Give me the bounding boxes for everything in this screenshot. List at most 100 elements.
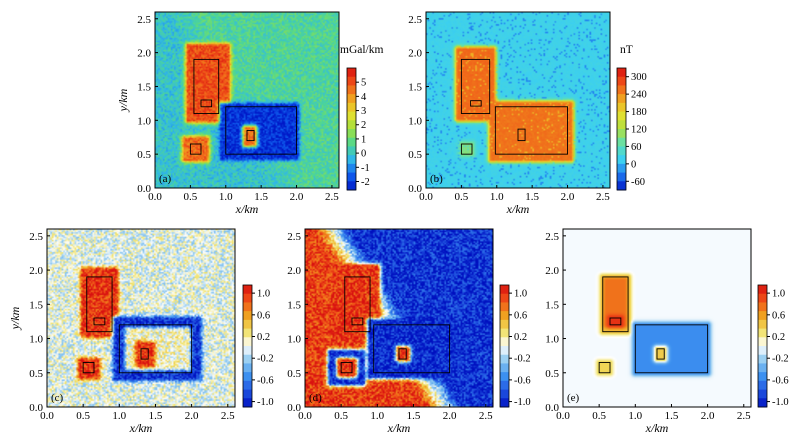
colorbar-segment [758,398,767,408]
colorbar-segment [500,398,509,408]
x-axis-label: x/km [129,421,153,435]
colorbar-tick-label: 0 [631,159,636,170]
source-box [82,362,95,374]
panel-label: (d) [309,392,322,404]
colorbar-segment [500,328,509,338]
y-tick-label: 2.0 [137,48,151,60]
y-tick-label: 0.0 [545,402,559,414]
colorbar-unit: nT [620,44,633,56]
colorbar-segment [347,94,356,104]
source-box [225,106,297,155]
colorbar-unit: mGal/km [340,44,383,56]
colorbar-segment [758,311,767,321]
plot-frame [154,11,340,189]
colorbar-segment [347,68,356,78]
x-tick-label: 2.0 [443,410,457,422]
y-tick-label: 2.5 [29,231,43,243]
y-tick-label: 1.0 [408,115,422,127]
x-tick-label: 2.0 [701,410,715,422]
source-box [398,348,407,360]
colorbar-segment [243,337,252,347]
x-axis-label: x/km [506,202,530,216]
colorbar-tick-label: 300 [631,72,647,83]
colorbar-segment [500,285,509,295]
x-tick-label: 0.5 [334,410,348,422]
y-tick-label: 1.5 [287,299,301,311]
x-tick-label: 1.0 [370,410,384,422]
x-tick-label: 1.0 [628,410,642,422]
colorbar-segment [758,285,767,295]
panel-b: 0.00.0 0.5 0.5 1.0 1.0 1.5 1.5 2.0 2.0 2.5 2.5 x/km… [408,11,647,216]
colorbar-tick-label: 0.2 [514,332,527,343]
x-axis-label: x/km [235,202,259,216]
colorbar-segment [758,346,767,356]
colorbar-tick-label: 1.0 [257,289,270,300]
colorbar-segment [243,389,252,399]
colorbar-segment [500,293,509,303]
x-tick-label: 1.0 [112,410,126,422]
source-box [602,276,629,333]
colorbar-segment [243,328,252,338]
colorbar-segment [617,137,626,147]
colorbar-tick-label: 0.6 [514,310,527,321]
source-box [517,128,526,142]
colorbar-tick-label: 1.0 [772,289,785,300]
colorbar-tick-label: -2 [361,177,370,188]
source-box [118,324,193,374]
colorbar-tick-label: 240 [631,90,647,101]
colorbar-segment [243,398,252,408]
colorbar-segment [243,346,252,356]
colorbar-segment [347,146,356,156]
colorbar-segment [243,372,252,382]
x-axis-label: x/km [645,421,669,435]
colorbar-tick-label: -60 [631,177,645,188]
colorbar-segment [758,319,767,330]
colorbar-segment [758,354,767,364]
colorbar-tick-label: -1.0 [257,397,274,408]
colorbar-tick-label: -1 [361,163,370,174]
x-tick-label: 2.5 [221,410,235,422]
colorbar-segment [617,181,626,191]
source-box [189,143,202,155]
colorbar-tick-label: -0.2 [257,354,274,365]
colorbar-frame [757,284,768,408]
y-axis-label: y/km [8,306,22,330]
source-box [373,324,451,374]
source-box [494,106,568,155]
colorbar-segment [500,389,509,399]
panel-label: (c) [51,392,64,404]
colorbar-tick-label: 5 [361,78,366,89]
colorbar-segment [500,372,509,382]
source-box [598,362,611,374]
colorbar-segment [617,163,626,174]
plot-frame [425,11,611,189]
colorbar-segment [500,363,509,373]
colorbar-segment [243,293,252,303]
colorbar-segment [617,68,626,78]
colorbar-tick-label: -0.2 [772,354,789,365]
x-tick-label: 2.5 [737,410,751,422]
y-tick-label: 0.5 [29,368,43,380]
x-tick-label: 0.0 [298,410,312,422]
colorbar-tick-label: 1 [361,134,366,145]
heatmap-image [563,229,751,407]
colorbar-segment [758,372,767,382]
y-tick-label: 1.0 [545,334,559,346]
y-tick-label: 2.0 [545,265,559,277]
x-tick-label: 1.5 [149,410,163,422]
colorbar: 1.0 0.6 0.2 -0.2 -0.6 -1.0 [757,284,789,408]
y-tick-label: 0.5 [287,368,301,380]
y-tick-label: 0.0 [29,402,43,414]
source-box [460,58,491,114]
colorbar-segment [500,302,509,312]
panel-label: (a) [159,173,172,185]
colorbar-segment [243,380,252,391]
colorbar-tick-label: 0.6 [772,310,785,321]
plot-frame [304,228,494,408]
colorbar-tick-label: -0.6 [514,375,531,386]
x-tick-label: 0.5 [184,191,198,203]
source-box [609,317,622,326]
x-tick-label: 1.5 [665,410,679,422]
colorbar-segment [347,111,356,121]
